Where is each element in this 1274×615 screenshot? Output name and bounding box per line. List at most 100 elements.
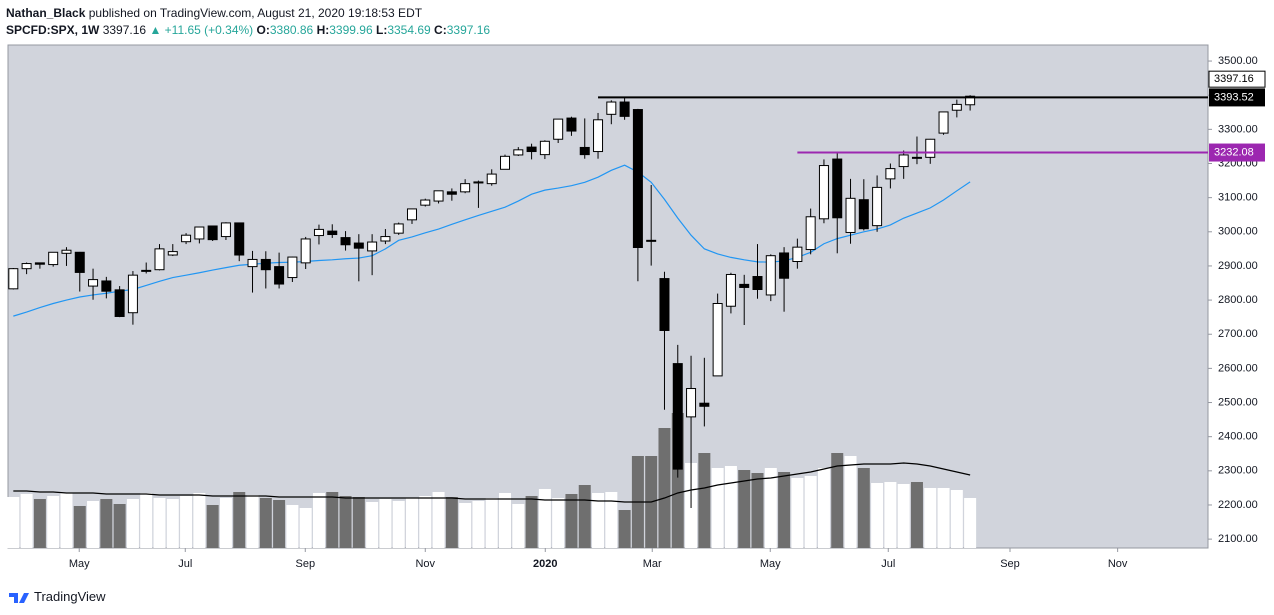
volume-bar: [20, 494, 33, 548]
volume-bar: [126, 499, 139, 548]
volume-bar: [47, 496, 60, 548]
ohlc-value: 3399.96: [329, 23, 373, 37]
candle-body: [234, 222, 245, 256]
x-tick-label: Jul: [178, 558, 192, 570]
volume-bar: [552, 498, 565, 548]
ohlc-label: C:: [434, 23, 447, 37]
candle-body: [606, 101, 617, 115]
candle-body: [513, 149, 524, 156]
candle-body: [380, 236, 391, 242]
candle-body: [885, 168, 896, 180]
brand[interactable]: TradingView: [34, 589, 106, 604]
candle-body: [101, 280, 112, 292]
y-tick-label: 3000.00: [1218, 226, 1258, 238]
volume-bar: [273, 500, 286, 548]
volume-bar: [472, 501, 485, 548]
x-tick-label: Jul: [881, 558, 895, 570]
volume-bar: [405, 498, 418, 548]
candle-body: [619, 101, 630, 117]
candle-body: [300, 238, 311, 264]
candle-body: [646, 239, 657, 242]
publisher[interactable]: Nathan_Black: [6, 6, 86, 20]
price: 3397.16: [102, 23, 147, 37]
candle-body: [725, 273, 736, 307]
candle-body: [858, 199, 869, 230]
volume-bar: [844, 456, 857, 548]
candle-body: [327, 230, 338, 236]
candle-body: [127, 274, 138, 314]
volume-bar: [432, 492, 445, 548]
candle-body: [353, 242, 364, 249]
candle-body: [274, 266, 285, 285]
y-tick-label: 2100.00: [1218, 533, 1258, 545]
candle-body: [965, 95, 976, 106]
candle-body: [446, 191, 457, 195]
volume-bar: [166, 499, 179, 548]
y-tick-label: 2500.00: [1218, 396, 1258, 408]
candle-body: [34, 262, 45, 265]
candle-body: [526, 146, 537, 153]
volume-bar: [100, 499, 113, 548]
volume-bar: [286, 505, 299, 548]
level-label: 3232.08: [1214, 146, 1254, 158]
volume-bar: [578, 485, 591, 548]
candle-body: [925, 138, 936, 158]
volume-bar: [87, 501, 100, 548]
volume-ma-line: [13, 462, 971, 503]
header: Nathan_Black published on TradingView.co…: [6, 5, 490, 39]
volume-bar: [60, 493, 73, 548]
volume-bar: [113, 504, 126, 548]
candle-body: [632, 109, 643, 248]
y-tick-label: 2900.00: [1218, 260, 1258, 272]
publish-line: Nathan_Black published on TradingView.co…: [6, 5, 490, 22]
level-tag: [1209, 143, 1265, 162]
volume-bar: [924, 488, 937, 548]
volume-bar: [910, 482, 923, 548]
x-tick-label: 2020: [533, 558, 557, 570]
candle-body: [114, 289, 125, 317]
volume-bar: [180, 496, 193, 548]
y-tick-label: 2800.00: [1218, 294, 1258, 306]
candle-body: [765, 255, 776, 296]
candle-body: [367, 241, 378, 252]
candle-body: [779, 252, 790, 279]
volume-bar: [193, 493, 206, 548]
volume-bar: [857, 468, 870, 548]
candle-body: [712, 303, 723, 377]
candle-body: [420, 199, 431, 206]
volume-bar: [485, 498, 498, 548]
candle-body: [686, 388, 697, 418]
published: published on TradingView.com, August 21,…: [88, 6, 423, 20]
volume-bar: [7, 497, 20, 548]
volume-bar: [326, 492, 339, 548]
volume-bar: [246, 495, 259, 548]
candle-body: [553, 118, 564, 140]
candle-body: [805, 216, 816, 251]
last-price-tag: [1208, 70, 1266, 88]
volume-bar: [206, 505, 219, 548]
candle-body: [88, 279, 99, 287]
volume-bar: [392, 501, 405, 548]
candle-body: [260, 258, 271, 271]
candle-body: [659, 278, 670, 331]
candle-body: [74, 251, 85, 273]
level-label: 3393.52: [1214, 91, 1254, 103]
candle-body: [792, 246, 803, 262]
ohlc-label: L:: [375, 23, 388, 37]
volume-bar: [259, 498, 272, 548]
volume-bar: [459, 503, 472, 548]
plot-area: [7, 44, 1209, 549]
candle-body: [539, 140, 550, 156]
x-tick-label: May: [760, 558, 781, 570]
volume-bar: [751, 473, 764, 548]
volume-bar: [897, 484, 910, 548]
symbol: SPCFD:SPX, 1W: [6, 23, 100, 37]
candle-body: [460, 183, 471, 193]
candle-body: [500, 155, 511, 170]
volume-bar: [512, 504, 525, 548]
candle-body: [752, 276, 763, 290]
volume-bar: [711, 468, 724, 548]
volume-bar: [419, 496, 432, 548]
candle-body: [340, 237, 351, 246]
